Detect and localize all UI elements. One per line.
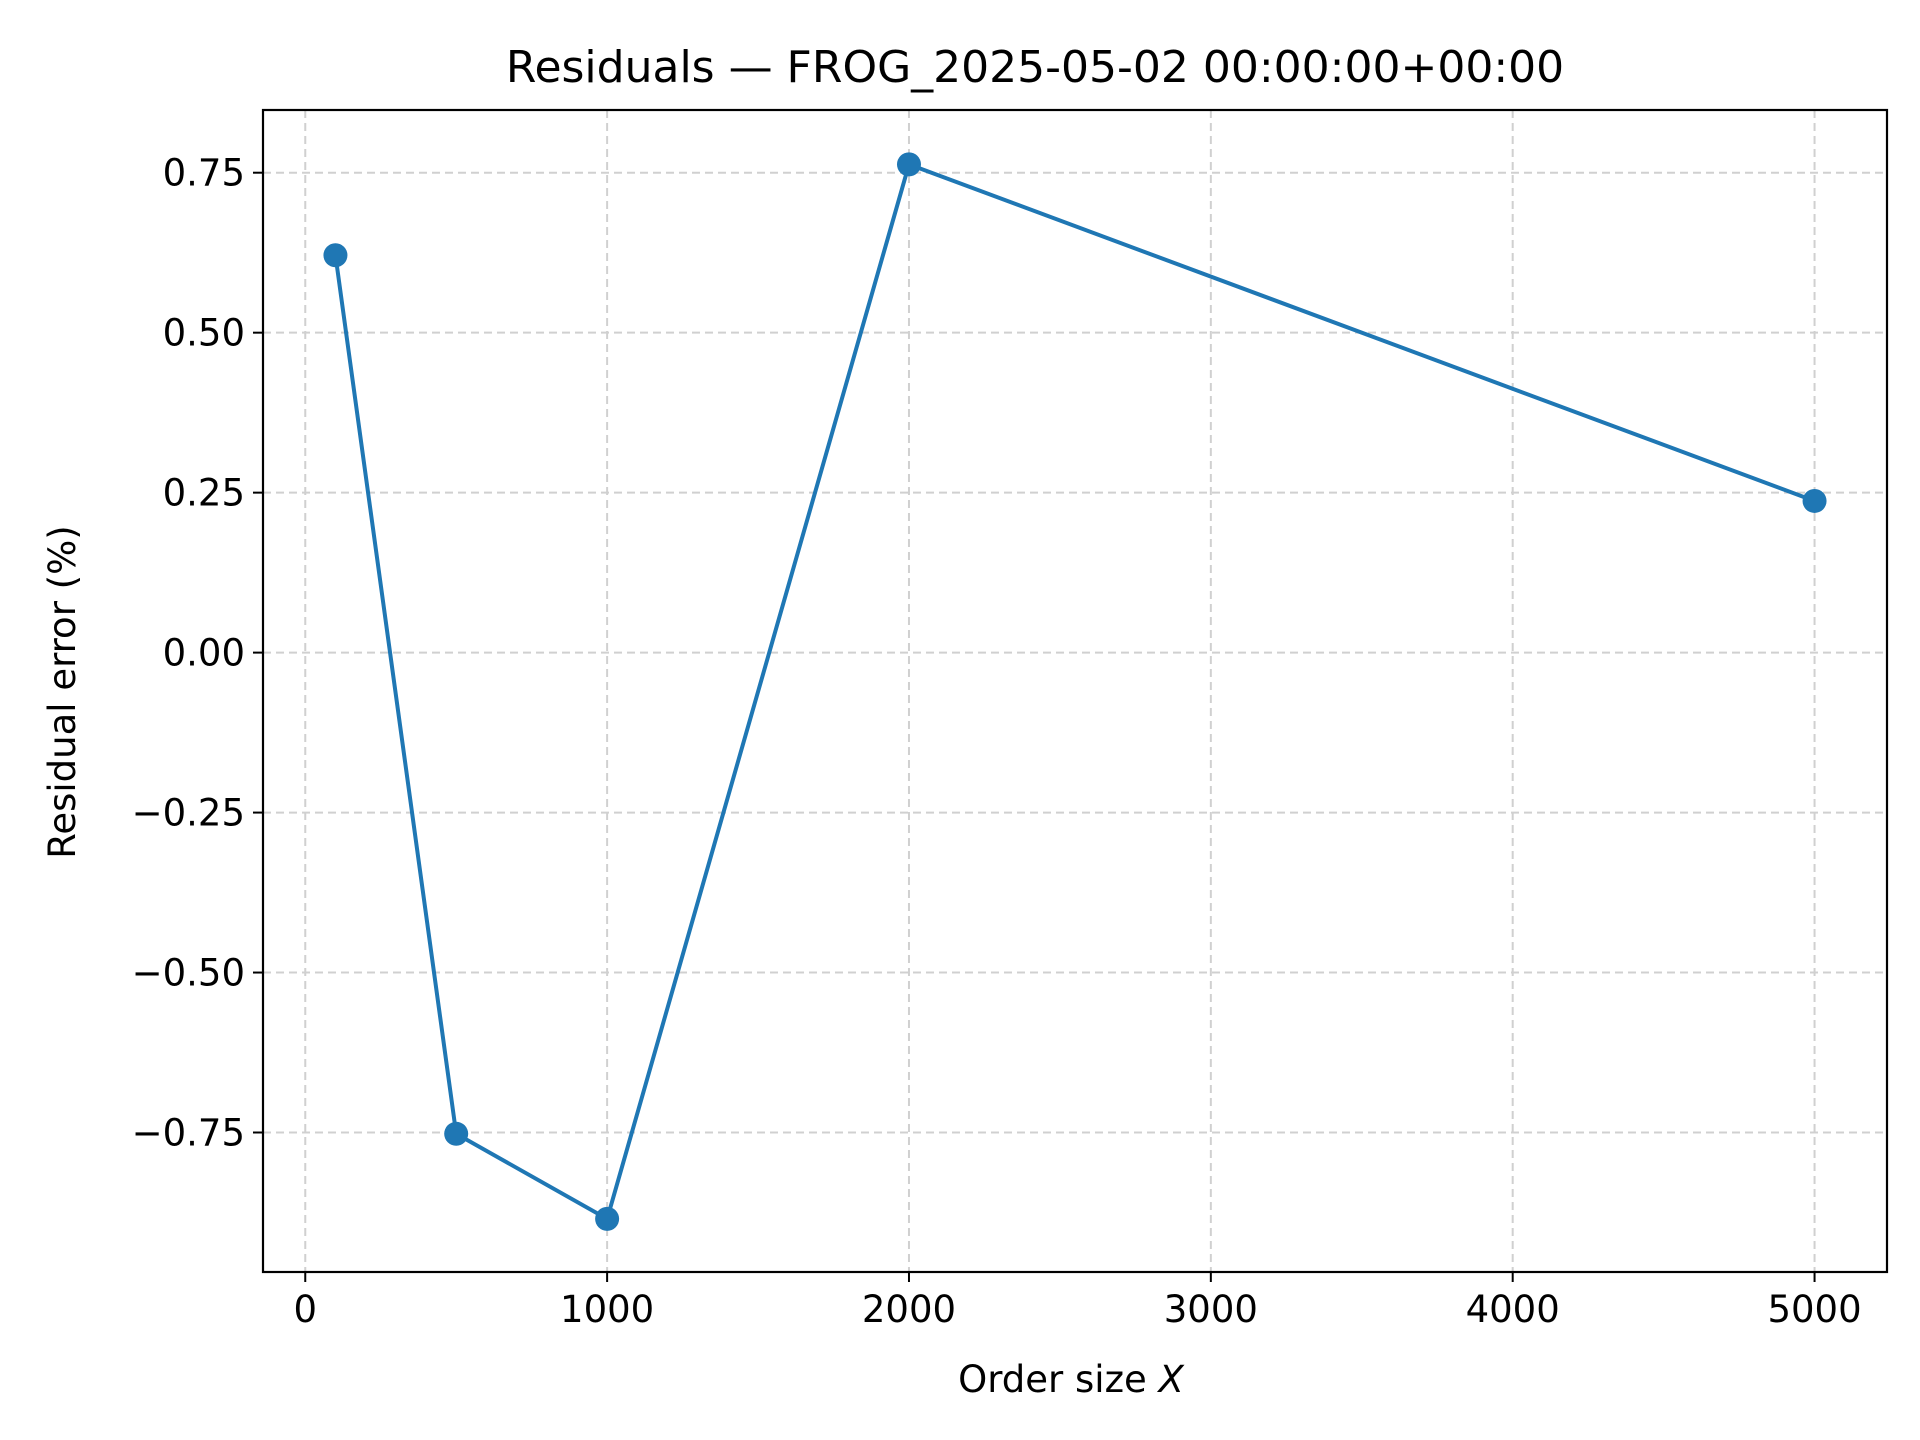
plot-frame — [261, 108, 1889, 1274]
y-tick-label: −0.50 — [132, 952, 245, 995]
x-axis-label-text: Order size — [958, 1358, 1158, 1401]
y-tick-label: 0.75 — [163, 152, 245, 195]
x-axis-label-variable: X — [1157, 1358, 1186, 1401]
y-tick-label: 0.50 — [163, 312, 245, 355]
y-tick-label: 0.25 — [163, 472, 245, 515]
x-axis-ticks: 0 1000 2000 3000 4000 5000 — [293, 1272, 1862, 1331]
chart-title: Residuals — FROG_2025-05-02 00:00:00+00:… — [506, 42, 1564, 93]
x-tick-label: 4000 — [1466, 1288, 1560, 1331]
x-tick-label: 0 — [293, 1288, 317, 1331]
data-point — [444, 1121, 469, 1146]
data-point — [595, 1206, 620, 1231]
y-tick-label: −0.75 — [132, 1112, 245, 1155]
x-tick-label: 3000 — [1164, 1288, 1258, 1331]
x-axis-label: Order size X — [958, 1358, 1185, 1401]
series-layer — [323, 152, 1827, 1231]
data-point — [896, 152, 921, 177]
y-tick-label: −0.25 — [132, 792, 245, 835]
x-tick-label: 2000 — [862, 1288, 956, 1331]
data-point — [1802, 488, 1827, 513]
x-tick-label: 5000 — [1767, 1288, 1861, 1331]
data-point — [323, 243, 348, 268]
y-axis-label: Residual error (%) — [41, 525, 84, 858]
x-tick-label: 1000 — [560, 1288, 654, 1331]
y-axis-ticks: −0.75 −0.50 −0.25 0.00 0.25 0.50 0.75 — [132, 152, 263, 1155]
y-tick-label: 0.00 — [163, 632, 245, 675]
grid — [263, 110, 1887, 1272]
